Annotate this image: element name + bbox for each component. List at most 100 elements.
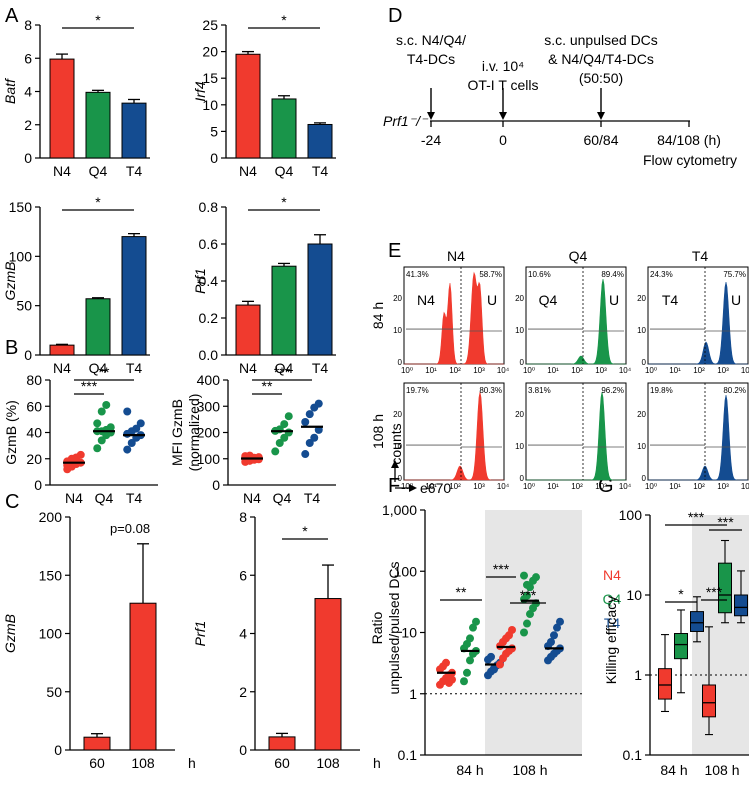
flow-row-label: 84 h	[370, 302, 386, 329]
flow-column-title: T4	[692, 248, 709, 264]
flow-x-tick: 10²	[449, 366, 461, 375]
flow-x-tick: 10⁰	[401, 366, 413, 375]
timeline-event-label: T4-DCs	[407, 51, 455, 67]
data-point-Q4	[469, 623, 477, 632]
arrow-head	[597, 112, 605, 120]
flow-x-tick: 10¹	[669, 366, 681, 375]
data-point-Q4	[275, 439, 284, 447]
panel-label-C: C	[5, 491, 19, 513]
data-point-N4	[508, 644, 516, 653]
significance-label: **	[456, 584, 467, 600]
y-tick-label: 4	[239, 626, 247, 642]
significance-label: *	[678, 586, 684, 602]
readout-label: Flow cytometry	[643, 152, 737, 168]
flow-plot-frame	[525, 266, 627, 365]
data-point-T4	[487, 652, 495, 661]
y-tick-label: 150	[9, 199, 33, 215]
y-tick-label: 25	[202, 17, 218, 33]
y-tick-label: 5	[210, 123, 218, 139]
data-point-T4	[547, 637, 555, 646]
x-tick-label: T4	[126, 163, 143, 179]
flow-y-tick: 0	[520, 474, 525, 483]
bar-60	[83, 736, 111, 751]
gate-name: N4	[417, 292, 435, 308]
bar-T4	[307, 123, 333, 159]
gate-name: T4	[662, 292, 679, 308]
box-N4	[658, 668, 672, 700]
x-tick-label: N4	[65, 490, 83, 506]
flow-histogram	[526, 391, 626, 481]
data-point-N4	[448, 675, 456, 684]
data-point-Q4	[520, 571, 528, 580]
x-tick-label: Q4	[89, 163, 108, 179]
y-tick-label: 0	[54, 742, 62, 758]
arrow-head	[499, 112, 507, 120]
gate-percentage: 41.3%	[406, 270, 429, 279]
y-axis-label: Killing efficacy	[603, 596, 619, 684]
bar-108	[129, 602, 157, 751]
shaded-region	[485, 510, 582, 755]
flow-x-tick: 10²	[693, 366, 705, 375]
flow-x-tick: 10⁰	[523, 366, 535, 375]
gate-percentage: 10.6%	[528, 270, 551, 279]
p-value-label: p=0.08	[110, 521, 150, 536]
box-N4	[702, 684, 716, 718]
data-point-N4	[508, 625, 516, 634]
legend-entry-T4: T4	[604, 615, 621, 631]
y-tick-label: 200	[197, 425, 221, 441]
y-tick-label: 0	[239, 742, 247, 758]
x-tick-label: T4	[126, 490, 143, 506]
significance-label: *	[281, 12, 287, 28]
gate-percentage: 80.2%	[723, 386, 746, 395]
data-point-Q4	[466, 656, 474, 665]
timeline-event-label: i.v. 10⁴	[482, 58, 524, 74]
flow-y-tick: 20	[637, 294, 646, 303]
y-tick-label: 0	[212, 477, 220, 493]
data-point-Q4	[97, 407, 106, 416]
x-tick-label: N4	[243, 490, 261, 506]
panel-label-D: D	[388, 5, 402, 27]
box-T4	[690, 611, 704, 632]
flow-y-tick: 0	[398, 474, 403, 483]
significance-label: *	[281, 194, 287, 210]
flow-x-tick: 10⁰	[645, 366, 657, 375]
flow-x-tick: 10⁴	[741, 482, 749, 491]
data-point-Q4	[460, 677, 468, 686]
data-point-N4	[442, 658, 450, 667]
y-axis-label: Prf1	[192, 268, 208, 294]
gate-percentage: 19.7%	[406, 386, 429, 395]
y-axis-label: unpulsed/pulsed DCs	[386, 561, 402, 694]
flow-y-tick: 20	[637, 410, 646, 419]
y-tick-label: 400	[197, 372, 221, 388]
flow-x-tick: 10⁴	[741, 366, 749, 375]
flow-x-tick: 10¹	[547, 366, 559, 375]
flow-y-tick: 0	[642, 474, 647, 483]
flow-y-tick: 0	[520, 358, 525, 367]
gate-name: U	[731, 292, 741, 308]
y-tick-label: 0.1	[398, 747, 418, 763]
y-tick-label: 6	[24, 50, 32, 66]
flow-x-tick: 10³	[595, 366, 607, 375]
y-tick-label: 20	[202, 44, 218, 60]
x-tick-label: N4	[53, 360, 71, 376]
y-tick-label: 10	[626, 587, 642, 603]
x-tick-label: T4	[304, 490, 321, 506]
y-tick-label: 0	[24, 150, 32, 166]
data-point-Q4	[271, 447, 280, 456]
x-tick-label: N4	[239, 360, 257, 376]
timeline-event-label: s.c. N4/Q4/	[396, 32, 466, 48]
y-tick-label: 0	[34, 477, 42, 493]
y-tick-label: 0	[24, 347, 32, 363]
significance-label: ***	[81, 378, 98, 394]
bar-N4	[49, 344, 75, 356]
timeline-event-label: OT-I T cells	[467, 77, 538, 93]
data-point-Q4	[280, 420, 289, 429]
x-tick-label: Q4	[273, 490, 292, 506]
y-tick-label: 10	[202, 97, 218, 113]
x-group-label: 84 h	[456, 762, 483, 778]
panel-label-B: B	[5, 337, 18, 359]
data-point-Q4	[466, 634, 474, 643]
data-point-T4	[123, 445, 132, 454]
flow-x-tick: 10²	[449, 482, 461, 491]
